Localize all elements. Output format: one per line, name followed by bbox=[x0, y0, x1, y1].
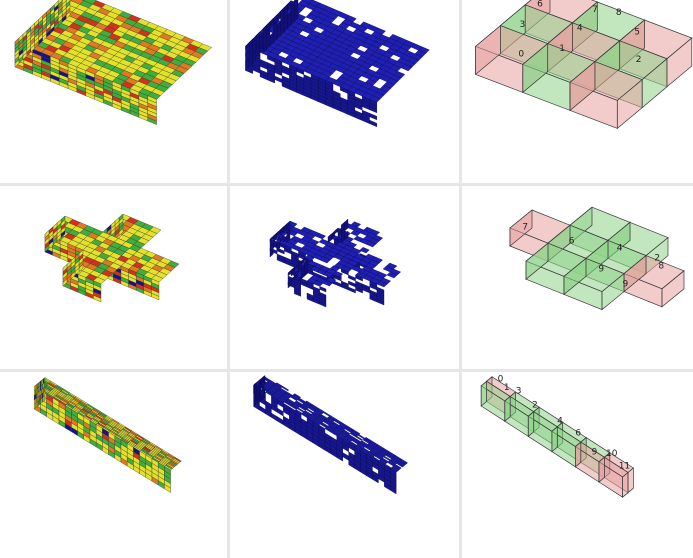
row2-colored-mesh bbox=[0, 186, 227, 369]
cross-voxels bbox=[269, 218, 402, 308]
block-index-label: 3 bbox=[516, 387, 522, 397]
block-index-label: 4 bbox=[557, 416, 563, 426]
row2-block-partition: 2 4 6 8 7 9 9 bbox=[462, 186, 693, 369]
row-divider bbox=[0, 183, 693, 186]
partition-block bbox=[598, 456, 629, 498]
slab-mesh-body bbox=[14, 0, 212, 125]
row2-blue-voxels bbox=[230, 186, 459, 369]
square-slab-mesh bbox=[14, 0, 212, 125]
row1-colored-mesh bbox=[0, 0, 227, 183]
partition-block bbox=[569, 60, 643, 130]
block-index-label: 0 bbox=[518, 50, 524, 60]
long-box-mesh bbox=[33, 377, 182, 493]
block-index-label: 11 bbox=[619, 461, 630, 471]
block-index-label: 7 bbox=[522, 223, 528, 233]
block-index-label: 6 bbox=[575, 429, 581, 439]
slab-voxel-body bbox=[245, 0, 430, 128]
block-index-label: 9 bbox=[623, 279, 629, 289]
partition-block bbox=[563, 257, 625, 311]
block-index-label: 7 bbox=[592, 5, 598, 15]
partition-block bbox=[623, 254, 685, 308]
cross-partition: 2 4 6 8 7 9 9 bbox=[509, 206, 685, 311]
long-voxel-body bbox=[253, 374, 408, 495]
column-divider bbox=[459, 0, 462, 558]
block-index-label: 10 bbox=[606, 449, 618, 459]
cross-voxel-front bbox=[287, 254, 344, 308]
block-index-label: 6 bbox=[569, 237, 575, 247]
block-index-label: 8 bbox=[658, 262, 664, 272]
block-index-label: 4 bbox=[577, 24, 583, 34]
long-box-voxels bbox=[253, 374, 408, 495]
column-divider bbox=[227, 0, 230, 558]
block-index-label: 2 bbox=[654, 253, 660, 263]
block-index-label: 2 bbox=[636, 55, 642, 65]
block-index-label: 9 bbox=[598, 264, 604, 274]
block-index-label: 0 bbox=[498, 374, 504, 384]
block-index-label: 1 bbox=[504, 383, 510, 393]
square-slab-voxels bbox=[245, 0, 430, 128]
row3-colored-mesh bbox=[0, 372, 227, 558]
row-divider bbox=[0, 369, 693, 372]
block-index-label: 1 bbox=[559, 44, 565, 54]
block-index-label: 5 bbox=[634, 27, 640, 37]
block-index-label: 6 bbox=[537, 0, 543, 9]
cross-mesh bbox=[44, 213, 180, 303]
block-index-label: 4 bbox=[617, 244, 623, 254]
block-index-label: 2 bbox=[532, 401, 538, 411]
long-mesh-body bbox=[33, 377, 182, 493]
block-index-label: 9 bbox=[592, 447, 598, 457]
cross-arm-front bbox=[62, 249, 122, 303]
block-index-label: 3 bbox=[520, 20, 526, 30]
row3-blue-voxels bbox=[230, 372, 459, 558]
block-index-label: 8 bbox=[616, 8, 622, 18]
square-slab-partition: 8 7 5 6 4 3 1 2 0 bbox=[474, 0, 693, 130]
row1-block-partition: 8 7 5 6 4 3 1 2 0 bbox=[462, 0, 693, 183]
row3-block-partition: 0 3 1 2 4 6 10 11 9 bbox=[462, 372, 693, 558]
row1-blue-voxels bbox=[230, 0, 459, 183]
